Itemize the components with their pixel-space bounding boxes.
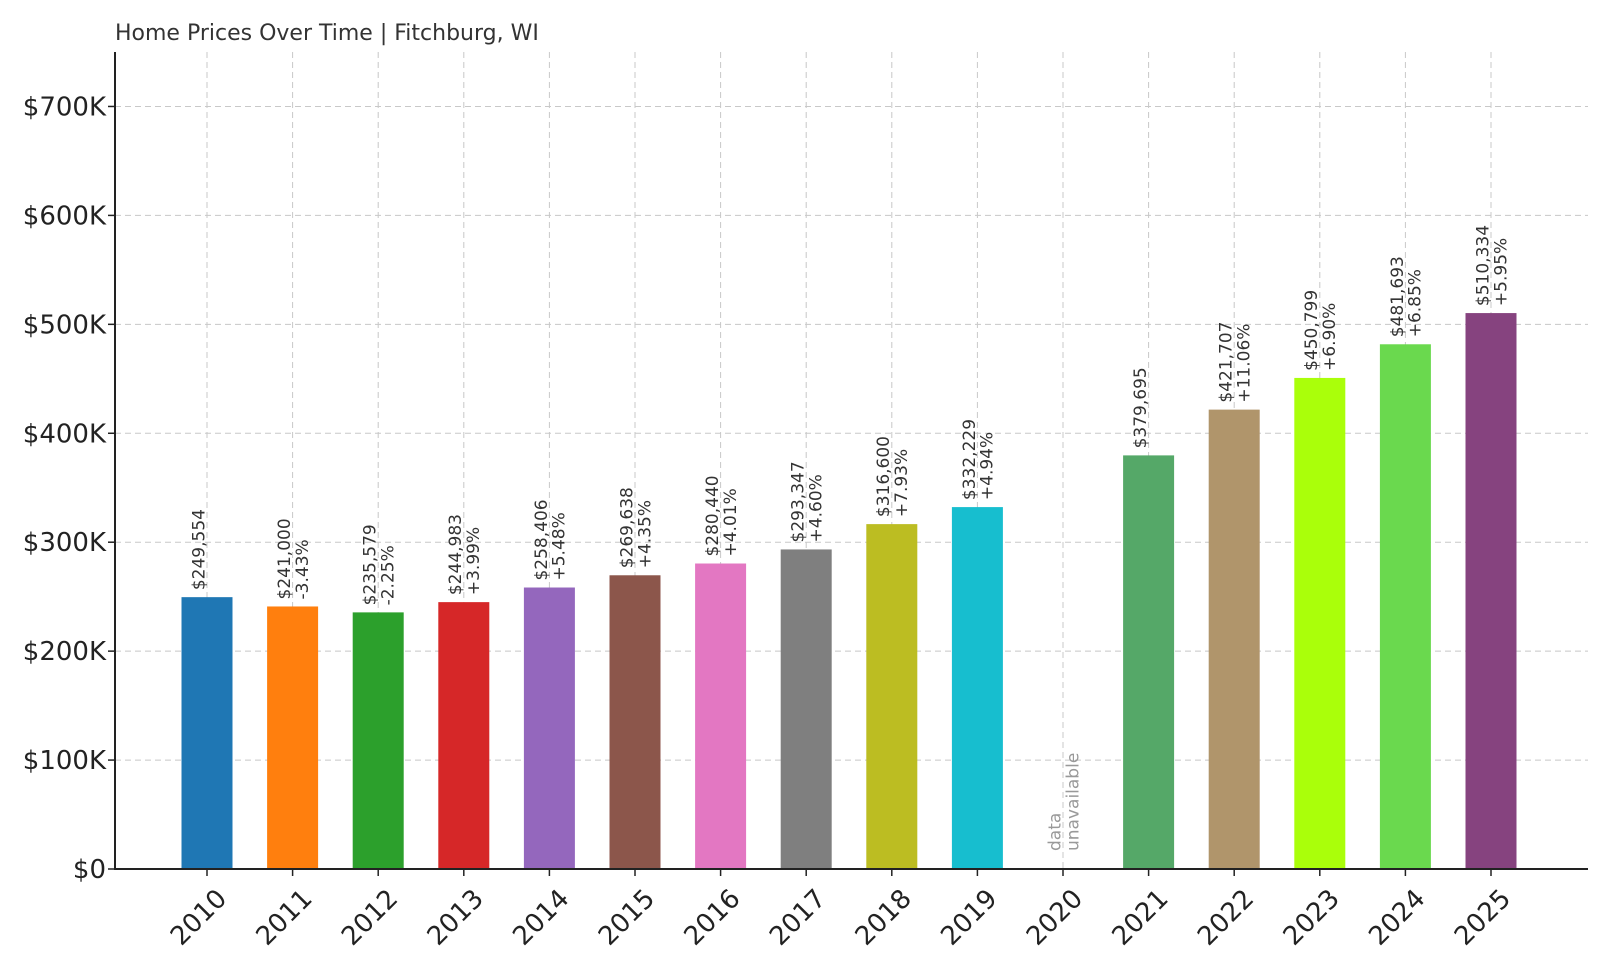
x-tick-label: 2024	[1363, 884, 1431, 952]
bar	[523, 587, 575, 869]
bar-value-label: $450,799+6.90%	[1302, 290, 1340, 371]
x-tick-label: 2020	[1021, 884, 1089, 952]
bar-value-label: $241,000-3.43%	[275, 518, 313, 599]
bar	[1123, 455, 1175, 869]
bar-value-label-price: $421,707	[1217, 321, 1237, 402]
bar-value-label-change: +5.48%	[550, 512, 570, 580]
bar-value-label: $379,695	[1131, 367, 1151, 448]
x-tick-label: 2023	[1278, 884, 1346, 952]
bar-value-label-price: $481,693	[1388, 256, 1408, 337]
x-tick-label: 2019	[935, 884, 1003, 952]
bar-value-label-change: +5.95%	[1491, 238, 1511, 306]
bar-value-label-change: +4.35%	[635, 500, 655, 568]
bar-value-label: $332,229+4.94%	[960, 419, 998, 500]
bar-value-label-change: -2.25%	[379, 545, 399, 605]
bar-value-label-change: +7.93%	[892, 449, 912, 517]
bar-value-label-change: +6.90%	[1320, 303, 1340, 371]
x-tick-label: 2022	[1192, 884, 1260, 952]
bar	[609, 575, 661, 869]
x-tick-label: 2021	[1107, 884, 1175, 952]
bar-value-label: $316,600+7.93%	[874, 436, 912, 517]
bar	[438, 602, 490, 869]
bar-value-label: $269,638+4.35%	[617, 487, 655, 568]
bar-value-label-price: $258,406	[532, 499, 552, 580]
missing-data-label-line: unavailable	[1063, 753, 1083, 851]
bar-value-label: $421,707+11.06%	[1217, 321, 1255, 402]
y-tick-label: $200K	[23, 637, 107, 667]
bar-value-label-price: $249,554	[189, 509, 209, 590]
bar-value-label-price: $280,440	[703, 475, 723, 556]
bar-value-label-price: $510,334	[1473, 225, 1493, 306]
bar-value-label-price: $293,347	[789, 461, 809, 542]
y-tick-label: $100K	[23, 746, 107, 776]
y-tick-label: $500K	[23, 310, 107, 340]
bar	[267, 606, 319, 869]
bar-value-label-price: $316,600	[874, 436, 894, 517]
bar	[1465, 313, 1517, 869]
y-tick-label: $700K	[23, 92, 107, 122]
bar-value-label-price: $244,983	[446, 514, 466, 595]
bar-value-label-price: $450,799	[1302, 290, 1322, 371]
bar	[352, 612, 404, 869]
x-tick-label: 2012	[336, 884, 404, 952]
x-tick-label: 2010	[165, 884, 233, 952]
bar-value-label-change: +3.99%	[464, 527, 484, 595]
x-tick-label: 2025	[1449, 884, 1517, 952]
bar-value-label: $481,693+6.85%	[1388, 256, 1426, 337]
y-tick-label: $600K	[23, 201, 107, 231]
x-tick-label: 2011	[251, 884, 319, 952]
y-tick-label: $300K	[23, 528, 107, 558]
bar-value-label-price: $379,695	[1131, 367, 1151, 448]
bar	[951, 507, 1003, 869]
bar-value-label-change: +6.85%	[1406, 269, 1426, 337]
x-tick-label: 2018	[850, 884, 918, 952]
bar	[866, 524, 918, 869]
bar	[1379, 344, 1431, 869]
x-tick-label: 2016	[679, 884, 747, 952]
bar-value-label-price: $241,000	[275, 518, 295, 599]
x-tick-label: 2014	[507, 884, 575, 952]
bar-value-label: $510,334+5.95%	[1473, 225, 1511, 306]
bar	[181, 597, 233, 869]
chart-title: Home Prices Over Time | Fitchburg, WI	[115, 21, 539, 46]
bar-value-label-change: +4.01%	[721, 488, 741, 556]
bar-value-label-change: -3.43%	[293, 539, 313, 599]
x-tick-label: 2017	[764, 884, 832, 952]
bars	[181, 313, 1517, 869]
y-tick-label: $0	[73, 855, 106, 885]
missing-data-label: dataunavailable	[1045, 753, 1083, 851]
bar-value-label-change: +4.60%	[807, 474, 827, 542]
bar	[695, 563, 747, 869]
bar	[1294, 377, 1346, 869]
bar-value-label-price: $332,229	[960, 419, 980, 500]
x-tick-label: 2015	[593, 884, 661, 952]
missing-data-label-line: data	[1045, 813, 1065, 851]
bar-value-label: $235,579-2.25%	[361, 524, 399, 605]
bar-value-label-price: $269,638	[617, 487, 637, 568]
grid-lines	[115, 52, 1588, 869]
bar-value-label: $249,554	[189, 509, 209, 590]
bar	[780, 549, 832, 869]
bar-value-label: $293,347+4.60%	[789, 461, 827, 542]
bar	[1208, 409, 1260, 869]
bar-value-label-change: +4.94%	[978, 432, 998, 500]
bar-value-label: $244,983+3.99%	[446, 514, 484, 595]
y-tick-label: $400K	[23, 419, 107, 449]
bar-value-label: $258,406+5.48%	[532, 499, 570, 580]
bar-value-label: $280,440+4.01%	[703, 475, 741, 556]
bar-value-label-price: $235,579	[361, 524, 381, 605]
bar-labels: $249,554 $241,000-3.43% $235,579-2.25% $244…	[189, 225, 1511, 851]
bar-value-label-change: +11.06%	[1235, 324, 1255, 403]
x-tick-label: 2013	[422, 884, 490, 952]
